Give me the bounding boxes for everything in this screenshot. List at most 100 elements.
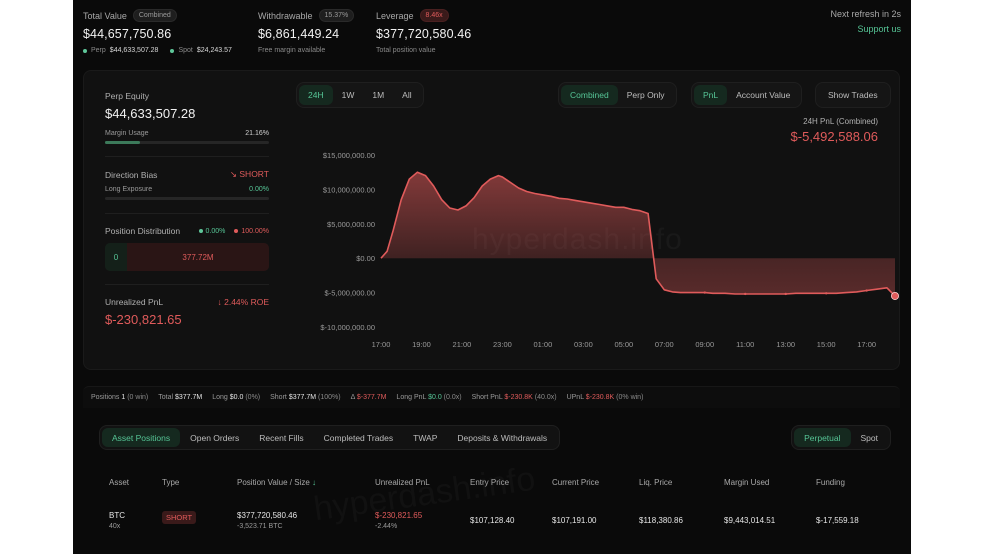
strip-short-pnl: Short PnL $-230.8K (40.0x) xyxy=(471,394,557,401)
position-distribution-bar: 0 377.72M xyxy=(105,243,269,271)
short-badge: SHORT xyxy=(162,511,197,524)
x-tick-label: 13:00 xyxy=(776,340,795,349)
tab-deposits-withdrawals[interactable]: Deposits & Withdrawals xyxy=(457,432,548,443)
withdrawable-value: $6,861,449.24 xyxy=(258,27,340,41)
long-exposure-label: Long Exposure xyxy=(105,186,153,193)
tab-perpetual[interactable]: Perpetual xyxy=(794,428,851,447)
cell-current-price: $107,191.00 xyxy=(552,516,597,525)
sort-down-icon[interactable]: ↓ xyxy=(312,478,317,487)
margin-usage-bar xyxy=(105,141,269,144)
time-range-selector: 24H 1W 1M All xyxy=(296,82,424,108)
col-margin-used[interactable]: Margin Used xyxy=(724,478,770,487)
range-1m[interactable]: 1M xyxy=(372,90,385,100)
tab-recent-fills[interactable]: Recent Fills xyxy=(259,432,304,443)
leverage-stat: Leverage 8.46x $377,720,580.46 Total posi… xyxy=(376,9,471,54)
x-tick-label: 19:00 xyxy=(412,340,431,349)
strip-long-pnl: Long PnL $0.0 (0.0x) xyxy=(396,394,462,401)
col-type[interactable]: Type xyxy=(162,478,180,487)
withdrawable-stat: Withdrawable 15.37% $6,861,449.24 Free ma… xyxy=(258,9,355,54)
dist-short-pct: 100.00% xyxy=(241,227,269,235)
y-tick-label: $0.00 xyxy=(356,254,375,263)
spot-label: Spot xyxy=(178,47,193,54)
margin-usage-label: Margin Usage xyxy=(105,130,149,137)
pnl-chart[interactable]: $15,000,000.00 $10,000,000.00 $5,000,000.0… xyxy=(284,141,901,371)
long-exposure-value: 0.00% xyxy=(249,186,269,193)
show-trades-button[interactable]: Show Trades xyxy=(815,82,891,108)
leverage-label: Leverage xyxy=(376,10,414,21)
tab-twap[interactable]: TWAP xyxy=(413,432,438,443)
cell-type: SHORT xyxy=(162,507,197,524)
arrow-down-icon: ↓ xyxy=(217,297,222,307)
perp-dot-icon xyxy=(83,48,87,53)
spot-dot-icon xyxy=(170,48,175,53)
account-stats-column: Perp Equity $44,633,507.28 Margin Usage … xyxy=(105,91,269,327)
tab-open-orders[interactable]: Open Orders xyxy=(190,432,240,443)
col-current-price[interactable]: Current Price xyxy=(552,478,600,487)
cell-liq-price: $118,380.86 xyxy=(639,516,683,525)
pnl-series-line xyxy=(380,171,896,297)
total-value: $44,657,750.86 xyxy=(83,27,172,41)
x-tick-label: 17:00 xyxy=(372,340,391,349)
withdrawable-sub: Free margin available xyxy=(258,47,326,54)
leverage-sub: Total position value xyxy=(376,47,436,54)
strip-short: Short $377.7M (100%) xyxy=(270,394,341,401)
x-tick-label: 09:00 xyxy=(695,340,714,349)
strip-total: Total $377.7M xyxy=(158,394,203,401)
strip-delta: Δ $-377.7M xyxy=(350,394,387,401)
pnl-area-negative xyxy=(381,258,895,296)
leverage-value: $377,720,580.46 xyxy=(376,27,472,41)
tab-asset-positions[interactable]: Asset Positions xyxy=(102,428,181,447)
withdrawable-label: Withdrawable xyxy=(258,10,313,21)
combined-pill: Combined xyxy=(132,9,177,22)
cell-asset: BTC 40x xyxy=(109,511,125,530)
pnl-title: 24H PnL (Combined) xyxy=(803,117,878,126)
cell-unrealized-pnl: $-230,821.65 -2.44% xyxy=(375,511,423,530)
positions-summary-strip: Positions 1 (0 win) Total $377.7M Long $… xyxy=(83,386,900,408)
market-tabs: Perpetual Spot xyxy=(791,425,891,450)
perp-equity-label: Perp Equity xyxy=(105,91,149,101)
total-value-label: Total Value xyxy=(83,10,127,21)
x-tick-label: 03:00 xyxy=(574,340,593,349)
cell-position-value: $377,720,580.46 -3,523.71 BTC xyxy=(237,511,298,530)
pnl-point xyxy=(865,289,868,292)
col-funding[interactable]: Funding xyxy=(816,478,845,487)
account-summary: Total Value Combined $44,657,750.86 Perp $… xyxy=(73,0,911,60)
col-asset[interactable]: Asset xyxy=(109,478,130,487)
cell-margin-used: $9,443,014.51 xyxy=(724,516,776,525)
margin-usage-fill xyxy=(105,141,140,144)
refresh-countdown: Next refresh in 2s xyxy=(830,9,901,19)
x-tick-label: 01:00 xyxy=(533,340,552,349)
total-value-stat: Total Value Combined $44,657,750.86 Perp $… xyxy=(83,9,232,54)
strip-long: Long $0.0 (0%) xyxy=(212,394,261,401)
perp-value: $44,633,507.28 xyxy=(109,47,159,54)
col-unrealized-pnl[interactable]: Unrealized PnL xyxy=(375,478,430,487)
col-entry-price[interactable]: Entry Price xyxy=(470,478,510,487)
unrealized-pnl-label: Unrealized PnL xyxy=(105,297,164,307)
x-tick-label: 07:00 xyxy=(655,340,674,349)
metric-account-value[interactable]: Account Value xyxy=(736,90,791,100)
direction-bias-value: ↘ SHORT xyxy=(229,169,269,179)
strip-positions: Positions 1 (0 win) xyxy=(91,394,149,401)
pnl-value: $-5,492,588.06 xyxy=(790,129,878,144)
range-24h[interactable]: 24H xyxy=(299,85,333,105)
position-distribution-label: Position Distribution xyxy=(105,226,181,236)
support-link[interactable]: Support us xyxy=(857,24,901,34)
metric-pnl[interactable]: PnL xyxy=(694,85,728,105)
pnl-last-point xyxy=(891,291,900,300)
col-position-value[interactable]: Position Value / Size ↓ xyxy=(237,478,317,487)
view-combined[interactable]: Combined xyxy=(561,85,618,105)
withdrawable-pill: 15.37% xyxy=(318,9,355,22)
pnl-point xyxy=(744,292,747,296)
x-tick-label: 17:00 xyxy=(857,340,876,349)
tab-spot[interactable]: Spot xyxy=(860,432,879,443)
view-perp-only[interactable]: Perp Only xyxy=(626,90,665,100)
view-selector: Combined Perp Only xyxy=(558,82,677,108)
range-all[interactable]: All xyxy=(402,90,412,100)
trend-down-icon: ↘ xyxy=(229,169,238,179)
app-window: Total Value Combined $44,657,750.86 Perp $… xyxy=(73,0,911,554)
spot-value: $24,243.57 xyxy=(196,47,232,54)
long-exposure-bar xyxy=(105,197,269,200)
range-1w[interactable]: 1W xyxy=(341,90,355,100)
col-liq-price[interactable]: Liq. Price xyxy=(639,478,673,487)
tab-completed-trades[interactable]: Completed Trades xyxy=(323,432,394,443)
